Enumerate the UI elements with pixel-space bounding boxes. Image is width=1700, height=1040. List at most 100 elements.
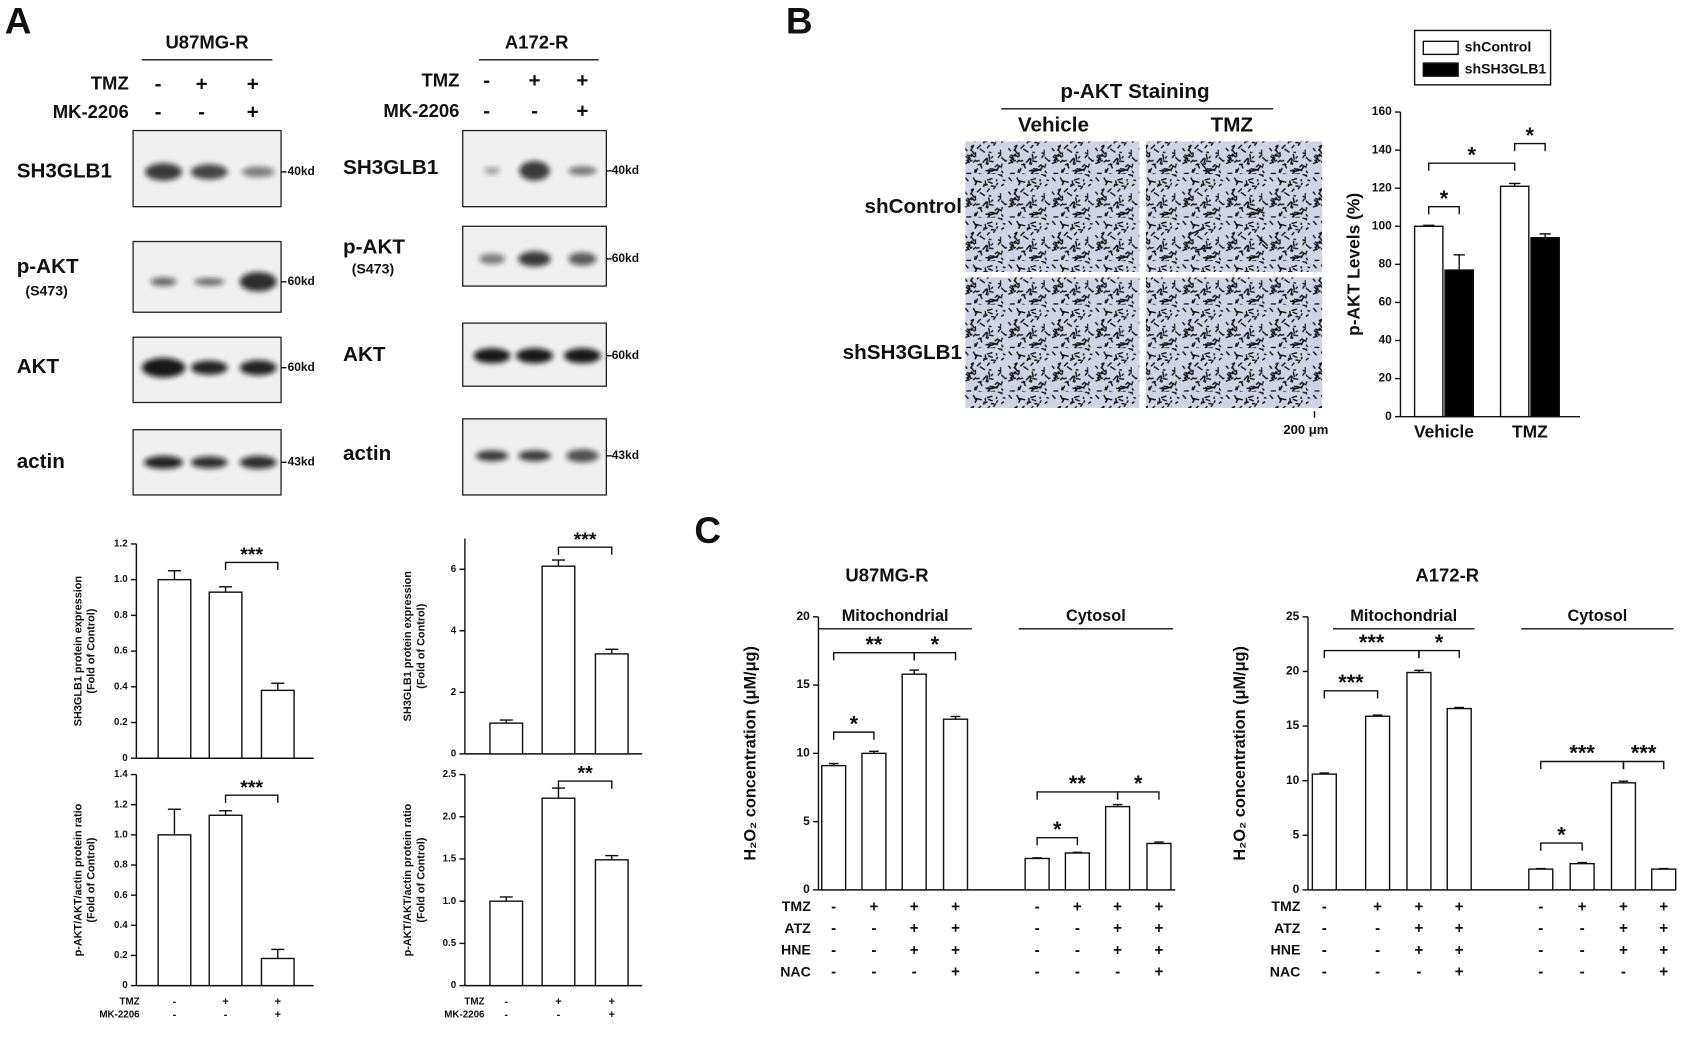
significance-bracket	[1418, 649, 1460, 659]
condition-sign: +	[1455, 898, 1464, 915]
x-tick-label: TMZ	[1512, 422, 1548, 442]
significance-label: ***	[574, 529, 597, 551]
panel-letter: A	[5, 1, 32, 42]
y-tick-label: 0.8	[114, 860, 128, 871]
y-tick-label: 80	[1378, 257, 1392, 271]
y-tick-label: 120	[1372, 180, 1392, 194]
significance-label: *	[1435, 630, 1444, 655]
y-tick-label: 0	[451, 980, 457, 991]
blot-band	[239, 360, 277, 376]
condition-sign: +	[1373, 898, 1382, 915]
condition-sign: +	[1455, 920, 1464, 937]
staining-title: p-AKT Staining	[1060, 80, 1209, 103]
y-axis-label: (Fold of Control)	[415, 603, 427, 688]
blot-band	[519, 161, 550, 181]
condition-sign: +	[1113, 898, 1122, 915]
significance-bracket	[1540, 842, 1583, 851]
size-marker: 43kd	[612, 448, 639, 462]
blot-label: SH3GLB1	[343, 156, 438, 179]
blot-label: AKT	[343, 343, 386, 366]
bar	[157, 578, 192, 759]
panel-letter: B	[786, 1, 813, 42]
condition-sign: -	[1375, 942, 1380, 959]
y-tick-label: 1.2	[114, 539, 128, 550]
significance-bracket	[1036, 836, 1079, 846]
condition-sign: -	[504, 996, 508, 1008]
treatment-label: TMZ	[421, 69, 459, 90]
significance-bracket	[1622, 760, 1665, 770]
condition-sign: -	[1115, 964, 1120, 981]
condition-sign: -	[831, 942, 836, 959]
condition-sign: +	[951, 942, 960, 959]
condition-sign: -	[831, 898, 836, 915]
blot-band	[190, 164, 228, 180]
condition-sign: -	[1035, 942, 1040, 959]
chart-title: U87MG-R	[845, 564, 928, 585]
significance-bracket	[1323, 690, 1379, 699]
blot-sublabel: (S473)	[25, 282, 67, 298]
condition-sign: -	[871, 920, 876, 937]
condition-sign: +	[1619, 942, 1628, 959]
y-axis-label: H₂O₂ concentration (μM/μg)	[741, 646, 759, 861]
y-tick-label: 10	[796, 746, 810, 760]
condition-sign: -	[1538, 964, 1543, 981]
condition-label: TMZ	[782, 898, 811, 914]
scale-label: 200 μm	[1283, 422, 1328, 437]
row-label: shSH3GLB1	[843, 341, 962, 364]
condition-sign: -	[173, 996, 177, 1008]
significance-label: *	[1526, 123, 1535, 148]
condition-sign: +	[1619, 898, 1628, 915]
condition-sign: +	[1113, 920, 1122, 937]
condition-label: TMZ	[120, 997, 140, 1008]
blot-label: actin	[343, 442, 391, 465]
y-tick-label: 2.0	[443, 811, 457, 822]
condition-sign: -	[1035, 898, 1040, 915]
blot-band	[563, 348, 601, 364]
legend-label: shSH3GLB1	[1465, 60, 1547, 76]
condition-sign: +	[609, 1009, 615, 1021]
condition-sign: +	[951, 964, 960, 981]
bar	[1146, 842, 1172, 891]
condition-sign: +	[1073, 898, 1082, 915]
condition-sign: +	[555, 996, 561, 1008]
legend-label: shControl	[1465, 39, 1532, 55]
y-tick-label: 1.0	[114, 829, 128, 840]
condition-sign: +	[910, 920, 919, 937]
group-label: Cytosol	[1066, 607, 1126, 625]
blot-band	[141, 357, 186, 378]
significance-label: **	[865, 632, 882, 657]
bar	[1406, 671, 1432, 891]
blot-sublabel: (S473)	[352, 261, 394, 277]
row-label: shControl	[865, 195, 963, 218]
condition-sign: -	[871, 964, 876, 981]
y-tick-label: 0.2	[114, 950, 128, 961]
blot-band	[518, 450, 551, 462]
treatment-sign: +	[576, 100, 588, 123]
y-tick-label: 10	[1286, 773, 1300, 787]
condition-sign: +	[275, 1009, 281, 1021]
significance-label: ***	[1631, 741, 1657, 766]
condition-label: TMZ	[464, 997, 484, 1008]
condition-sign: -	[1375, 964, 1380, 981]
bar	[157, 834, 192, 987]
condition-sign: -	[1035, 920, 1040, 937]
condition-sign: -	[831, 920, 836, 937]
bar	[821, 764, 847, 891]
bar	[901, 673, 927, 891]
condition-sign: -	[1322, 964, 1327, 981]
bar	[1104, 805, 1131, 891]
bar	[1311, 773, 1337, 891]
significance-bracket	[1513, 142, 1546, 152]
blot-label: p-AKT	[17, 255, 79, 278]
condition-sign: +	[910, 898, 919, 915]
condition-sign: +	[1155, 898, 1164, 915]
bar	[1528, 868, 1554, 891]
condition-label: ATZ	[784, 920, 811, 936]
bar	[208, 814, 243, 987]
blot-band	[475, 450, 509, 462]
stain-image	[1145, 141, 1323, 272]
y-tick-label: 1.0	[443, 896, 457, 907]
blot-band	[190, 456, 228, 469]
condition-sign: +	[1415, 898, 1424, 915]
